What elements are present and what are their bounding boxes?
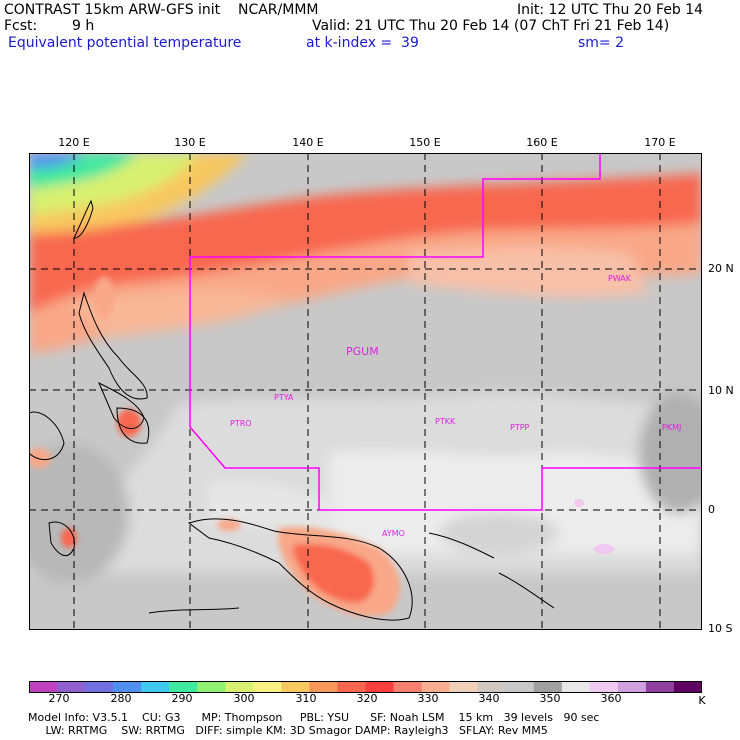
graticule: [29, 153, 702, 630]
colorbar-segment: [141, 681, 170, 693]
colorbar-segment: [617, 681, 647, 693]
colorbar-label-330: 330: [417, 692, 439, 705]
colorbar-segment: [57, 681, 86, 693]
coast-solomon-islands: [498, 572, 555, 609]
smoothing-value: sm= 2: [578, 35, 625, 51]
lon-label-140e: 140 E: [292, 136, 324, 149]
lon-label-160e: 160 E: [526, 136, 558, 149]
region-boundary: [189, 153, 702, 511]
coast-sulawesi: [48, 521, 75, 557]
lon-label-130e: 130 E: [174, 136, 206, 149]
colorbar-segment: [421, 681, 451, 693]
lon-label-170e: 170 E: [644, 136, 676, 149]
station-ptpp: PTPP: [510, 423, 530, 432]
colorbar-segment: [169, 681, 198, 693]
coast-borneo: [29, 411, 65, 461]
model-info-line-1: Model Info: V3.5.1 CU: G3 MP: Thompson P…: [28, 711, 600, 724]
colorbar-segment: [29, 681, 58, 693]
colorbar-label-320: 320: [356, 692, 378, 705]
colorbar-label-310: 310: [295, 692, 317, 705]
colorbar-segment: [197, 681, 226, 693]
colorbar-label-350: 350: [539, 692, 561, 705]
coast-mindanao: [116, 407, 150, 444]
colorbar-label-290: 290: [171, 692, 193, 705]
model-info-line-2: LW: RRTMG SW: RRTMG DIFF: simple KM: 3D …: [28, 724, 548, 737]
colorbar-segment: [645, 681, 675, 693]
coast-new-guinea: [187, 518, 413, 621]
colorbar-segment: [393, 681, 423, 693]
high-theta-spot: [594, 544, 614, 554]
colorbar: [29, 681, 702, 693]
colorbar-segment: [533, 681, 563, 693]
equivalent-potential-temperature-map: PGUM PTYA PTRO PTKK PTPP PKMJ PWAK AYMO: [29, 153, 702, 630]
valid-time: Valid: 21 UTC Thu 20 Feb 14 (07 ChT Fri …: [312, 18, 670, 34]
colorbar-segment: [113, 681, 142, 693]
forecast-hour: 9 h: [72, 18, 95, 34]
forecast-label: Fcst:: [4, 18, 38, 34]
colorbar-label-340: 340: [478, 692, 500, 705]
colorbar-segment: [477, 681, 507, 693]
station-ptya: PTYA: [274, 393, 294, 402]
colorbar-segment: [253, 681, 282, 693]
lon-label-120e: 120 E: [58, 136, 90, 149]
lat-label-0: 0: [708, 503, 715, 516]
coastlines: [29, 199, 555, 621]
colorbar-segment: [673, 681, 702, 693]
colorbar-label-270: 270: [48, 692, 70, 705]
colorbar-frame: [29, 681, 702, 693]
init-time: Init: 12 UTC Thu 20 Feb 14: [517, 2, 704, 18]
map-frame: [29, 153, 702, 630]
lat-label-20n: 20 N: [708, 262, 734, 275]
coast-new-britain: [428, 532, 495, 559]
station-ptkk: PTKK: [435, 417, 456, 426]
station-pkmj: PKMJ: [662, 423, 681, 432]
coast-timor: [148, 607, 240, 614]
colorbar-label-300: 300: [233, 692, 255, 705]
colorbar-segment: [225, 681, 254, 693]
model-title: CONTRAST 15km ARW-GFS init NCAR/MMM: [4, 2, 319, 18]
colorbar-label-280: 280: [110, 692, 132, 705]
colorbar-segment: [365, 681, 395, 693]
lat-label-10s: 10 S: [708, 622, 733, 635]
coast-luzon: [78, 291, 148, 400]
colorbar-unit: K: [698, 694, 706, 707]
colorbar-segment: [337, 681, 366, 693]
lon-label-150e: 150 E: [409, 136, 441, 149]
colorbar-segment: [281, 681, 310, 693]
colorbar-segment: [589, 681, 619, 693]
colorbar-segment: [561, 681, 591, 693]
level-index: at k-index = 39: [306, 35, 419, 51]
station-pwak: PWAK: [608, 274, 632, 283]
colorbar-label-360: 360: [600, 692, 622, 705]
colorbar-segment: [85, 681, 114, 693]
lat-label-10n: 10 N: [708, 384, 734, 397]
station-aymo: AYMO: [382, 529, 405, 538]
colorbar-segment: [449, 681, 479, 693]
station-pgum: PGUM: [346, 345, 379, 358]
theta-e-shading: [29, 153, 702, 583]
field-name: Equivalent potential temperature: [8, 35, 242, 51]
colorbar-segment: [505, 681, 535, 693]
station-ptro: PTRO: [230, 419, 252, 428]
high-theta-spot: [574, 499, 584, 507]
colorbar-segment: [309, 681, 338, 693]
